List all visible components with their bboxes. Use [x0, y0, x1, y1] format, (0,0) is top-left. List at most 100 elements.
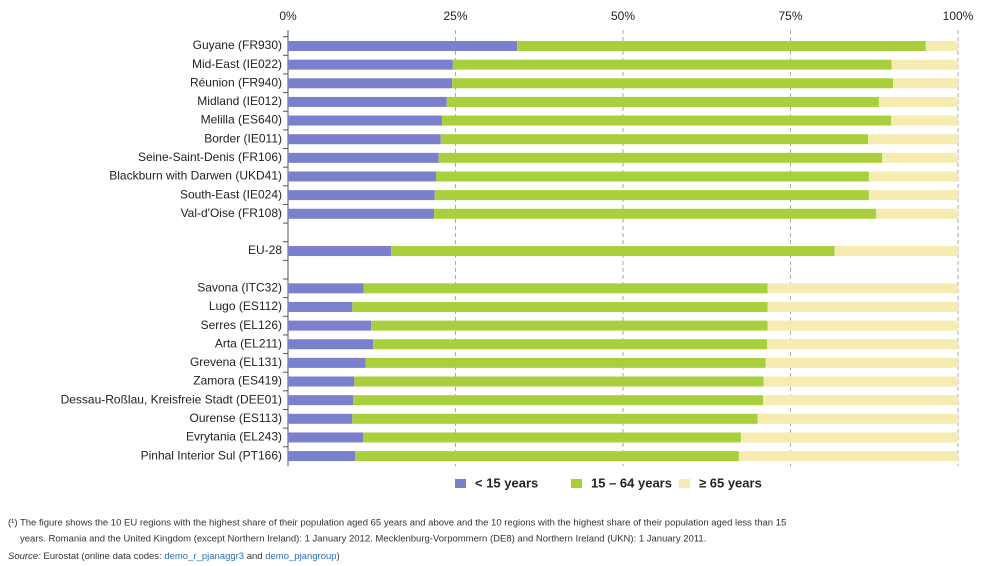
bar-segment [434, 190, 869, 201]
x-tick-label: 100% [943, 9, 974, 23]
bar-segment [452, 78, 894, 89]
y-tick-label: Melilla (ES640) [201, 113, 282, 127]
y-tick-label: Evrytania (EL243) [186, 430, 282, 444]
bar-segment [288, 171, 437, 182]
y-tick-label: Grevena (EL131) [190, 355, 282, 369]
bar-segment [288, 246, 392, 257]
bar-segment [288, 301, 353, 312]
bar-segment [891, 115, 958, 126]
source-label: Source: [8, 551, 41, 562]
bar-segment [288, 190, 435, 201]
y-tick-label: Mid-East (IE022) [192, 57, 282, 71]
bar-segment [763, 376, 958, 387]
bar-segment [288, 152, 439, 163]
y-tick-label: EU-28 [248, 243, 282, 257]
bar-segment [288, 320, 372, 331]
bar-segment [373, 339, 768, 350]
y-tick-label: Savona (ITC32) [197, 280, 282, 294]
x-tick-label: 50% [611, 9, 635, 23]
y-tick-label: Guyane (FR930) [193, 38, 282, 52]
bar-segment [288, 59, 453, 70]
bar-segment [893, 78, 958, 89]
y-tick-label: Zamora (ES419) [193, 374, 282, 388]
y-tick-label: Réunion (FR940) [190, 75, 282, 89]
legend-label: ≥ 65 years [699, 475, 762, 490]
bar-segment [288, 376, 355, 387]
y-tick-label: Midland (IE012) [197, 94, 282, 108]
bar-segment [882, 152, 958, 163]
source-text: and [247, 551, 263, 562]
y-tick-label: Val-d'Oise (FR108) [181, 206, 282, 220]
bar-segment [767, 301, 958, 312]
bar-segment [834, 246, 958, 257]
legend-swatch [679, 479, 690, 488]
bar-segment [363, 283, 768, 294]
bar-segment [288, 451, 355, 462]
bar-segment [363, 432, 741, 443]
bar-segment [440, 134, 869, 145]
legend-label: < 15 years [475, 475, 538, 490]
bar-segment [452, 59, 892, 70]
bar-segment [740, 432, 958, 443]
bar-segment [767, 320, 958, 331]
y-tick-label: Dessau-Roßlau, Kreisfreie Stadt (DEE01) [61, 392, 282, 406]
bar-segment [925, 41, 958, 51]
x-tick-label: 75% [778, 9, 802, 23]
bar-segment [288, 432, 364, 443]
y-tick-label: Border (IE011) [204, 131, 282, 145]
bar-segment [517, 41, 926, 51]
bar-segment [765, 357, 958, 368]
bar-segment [288, 208, 435, 219]
bar-segment [288, 41, 518, 51]
source-link[interactable]: demo_pjangroup [265, 551, 336, 562]
source: Source: Eurostat (online data codes: dem… [8, 551, 340, 562]
x-tick-label: 25% [443, 9, 467, 23]
bar-segment [391, 246, 835, 257]
bar-segment [288, 339, 374, 350]
bar-segment [757, 413, 958, 424]
y-tick-label: Lugo (ES112) [209, 299, 282, 313]
y-tick-label: Pinhal Interior Sul (PT166) [141, 448, 282, 462]
footnote-line: (¹) The figure shows the 10 EU regions w… [8, 518, 786, 529]
bar-segment [288, 96, 447, 107]
bar-segment [355, 451, 739, 462]
bar-segment [868, 171, 958, 182]
bar-segment [767, 339, 958, 350]
y-tick-label: Ourense (ES113) [190, 411, 283, 425]
bar-segment [446, 96, 879, 107]
bar-segment [878, 96, 958, 107]
bar-segment [354, 376, 764, 387]
source-text: Eurostat (online data codes: [43, 551, 161, 562]
bar-segment [352, 301, 768, 312]
y-tick-label: Serres (EL126) [201, 318, 282, 332]
legend-label: 15 – 64 years [591, 475, 672, 490]
bar-segment [876, 208, 958, 219]
bar-segment [288, 134, 441, 145]
bar-segment [288, 413, 353, 424]
bar-segment [438, 152, 883, 163]
legend-swatch [455, 479, 466, 488]
bar-segment [365, 357, 766, 368]
y-tick-label: Arta (EL211) [215, 336, 282, 350]
bar-segment [288, 357, 366, 368]
source-text: ) [337, 551, 340, 562]
x-tick-label: 0% [279, 9, 297, 23]
y-tick-label: Blackburn with Darwen (UKD41) [109, 169, 282, 183]
bar-segment [371, 320, 768, 331]
y-tick-label: South-East (IE024) [180, 187, 282, 201]
source-link[interactable]: demo_r_pjanaggr3 [164, 551, 244, 562]
bar-segment [352, 395, 764, 406]
bar-segment [436, 171, 869, 182]
bar-segment [288, 78, 453, 89]
bar-segment [442, 115, 891, 126]
bar-segment [288, 115, 443, 126]
bar-segment [288, 283, 364, 294]
bar-segment [763, 395, 958, 406]
bar-segment [288, 395, 353, 406]
footnote-line: years. Romania and the United Kingdom (e… [20, 534, 706, 545]
bar-segment [891, 59, 958, 70]
bar-segment [868, 190, 958, 201]
bar-segment [434, 208, 877, 219]
bar-segment [868, 134, 958, 145]
bar-segment [767, 283, 958, 294]
